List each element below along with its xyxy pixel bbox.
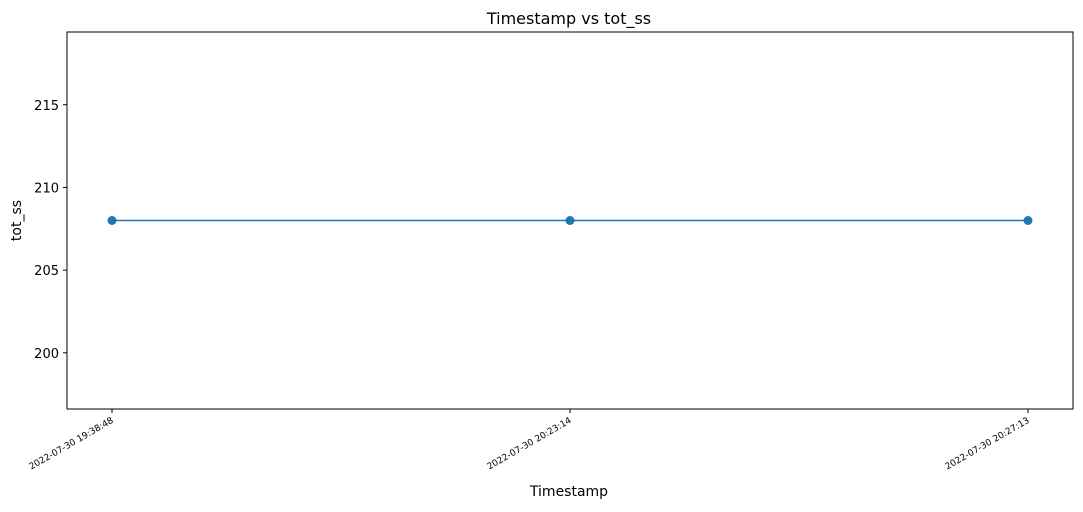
x-axis-label: Timestamp [529, 484, 608, 500]
chart-title: Timestamp vs tot_ss [486, 9, 651, 29]
y-tick-label: 210 [34, 181, 59, 196]
data-point [565, 216, 575, 225]
y-tick-label: 205 [34, 264, 59, 279]
y-axis: 200 205 210 215 [34, 99, 67, 362]
data-point [1023, 216, 1033, 225]
y-tick-label: 200 [34, 347, 59, 362]
plot-frame [66, 31, 1074, 410]
y-axis-label: tot_ss [9, 200, 25, 241]
y-tick-label: 215 [34, 99, 59, 114]
data-point [107, 216, 117, 225]
series-layer [107, 216, 1033, 225]
